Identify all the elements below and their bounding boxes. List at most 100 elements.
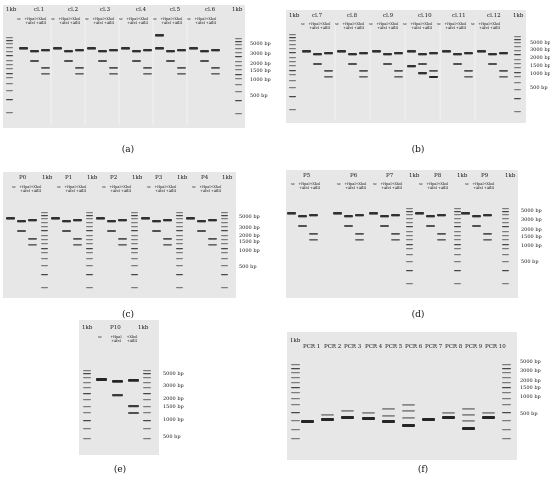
gel-band [143,382,151,384]
ladder-label-end: 1kb [513,13,524,19]
pcr-label: PCR 2 [324,344,342,350]
gel-band [502,398,511,400]
gel-band [6,77,13,79]
lane-label: +XhoI +AflII [210,185,222,193]
gel-band [6,217,15,220]
gel-band [98,60,107,62]
lane-label: +XhoI +AflII [205,17,217,25]
gel-band [289,48,296,50]
lane-label: sc [335,22,339,26]
gel-band [422,418,435,421]
gel-band [289,37,296,39]
gel-band [221,274,228,276]
gel-band [324,70,333,72]
gel-band [289,34,296,36]
lane-label: +HpaI +AfeI [298,182,310,190]
gel-band [41,235,48,237]
gel-band [406,218,413,220]
gel-band [96,378,107,381]
gel-band [502,438,511,440]
gel-band [41,222,48,224]
gel-band [406,235,413,237]
gel-band [429,70,438,72]
pcr-label: PCR 9 [465,344,483,350]
gel-band [472,225,481,227]
gel-band [453,53,462,56]
lane-label: sc [102,185,106,189]
gel-band [291,372,300,374]
gel-band [391,233,400,235]
gel-band [418,72,427,75]
gel-band [406,211,413,213]
gel-band [462,414,475,416]
gel-band [176,222,183,224]
lane-label: +XhoI +AflII [103,17,115,25]
gel-band [128,405,139,408]
lane-label: +HpaI +AfeI [126,17,138,25]
gel-band [189,47,198,50]
size-marker: 5000 bp [250,41,271,47]
gel-band [87,47,96,50]
size-marker: 1500 bp [163,404,184,410]
gel-band [514,36,521,38]
gel-band [291,438,300,440]
size-marker: 1000 bp [530,71,550,77]
gel-band [121,47,130,50]
gel-band [131,218,138,220]
gel-band [163,238,172,240]
gel-band [406,244,413,246]
gel-band [406,283,413,285]
gel-band [176,287,183,289]
gel-band [502,226,509,228]
gel-band [86,230,93,232]
gel-band [483,214,492,217]
gel-band [6,55,13,57]
caption-a: (a) [121,145,135,155]
caption-c: (c) [121,310,135,320]
gel-band [324,52,333,55]
gel-band [407,65,416,68]
gel-band [208,238,217,240]
gel-band [454,231,461,233]
gel-band [291,382,300,384]
lane-label: +XhoI +AflII [30,185,42,193]
gel-band [143,393,151,395]
lane-label: sc [465,182,469,186]
gel-band [464,76,473,78]
gel-band [86,265,93,267]
gel-band [406,270,413,272]
size-marker: 2000 bp [163,396,184,402]
ladder-label: 1kb [290,338,301,344]
gel-band [291,420,300,422]
clone-label: cl.5 [170,7,181,13]
lane-label: +HpaI +AfeI [342,22,354,30]
gel-band [289,44,296,46]
gel-band [177,49,186,52]
gel-band [406,239,413,241]
lane-label: sc [187,17,191,21]
gel-band [313,53,322,56]
gel-band [152,220,161,223]
size-marker: 5000 bp [521,208,542,214]
gel-band [502,261,509,263]
lane-label: +XhoI +AflII [35,17,47,25]
gel-band [41,218,48,220]
gel-band [143,49,152,52]
gel-band [483,239,492,241]
gel-band [454,218,461,220]
gel-band [41,287,48,289]
ladder-label: 1kb [289,13,300,19]
gel-band [155,34,164,37]
gel-band [143,67,152,69]
gel-band [53,47,62,50]
gel-band [502,211,509,213]
clone-label: cl.11 [452,13,466,19]
gel-band [359,52,368,55]
gel-band [109,49,118,52]
gel-band [302,50,311,53]
gel-band [502,412,511,414]
gel-band [482,416,495,419]
gel-band [289,74,296,76]
gel-band [176,265,183,267]
gel-band [488,63,497,65]
